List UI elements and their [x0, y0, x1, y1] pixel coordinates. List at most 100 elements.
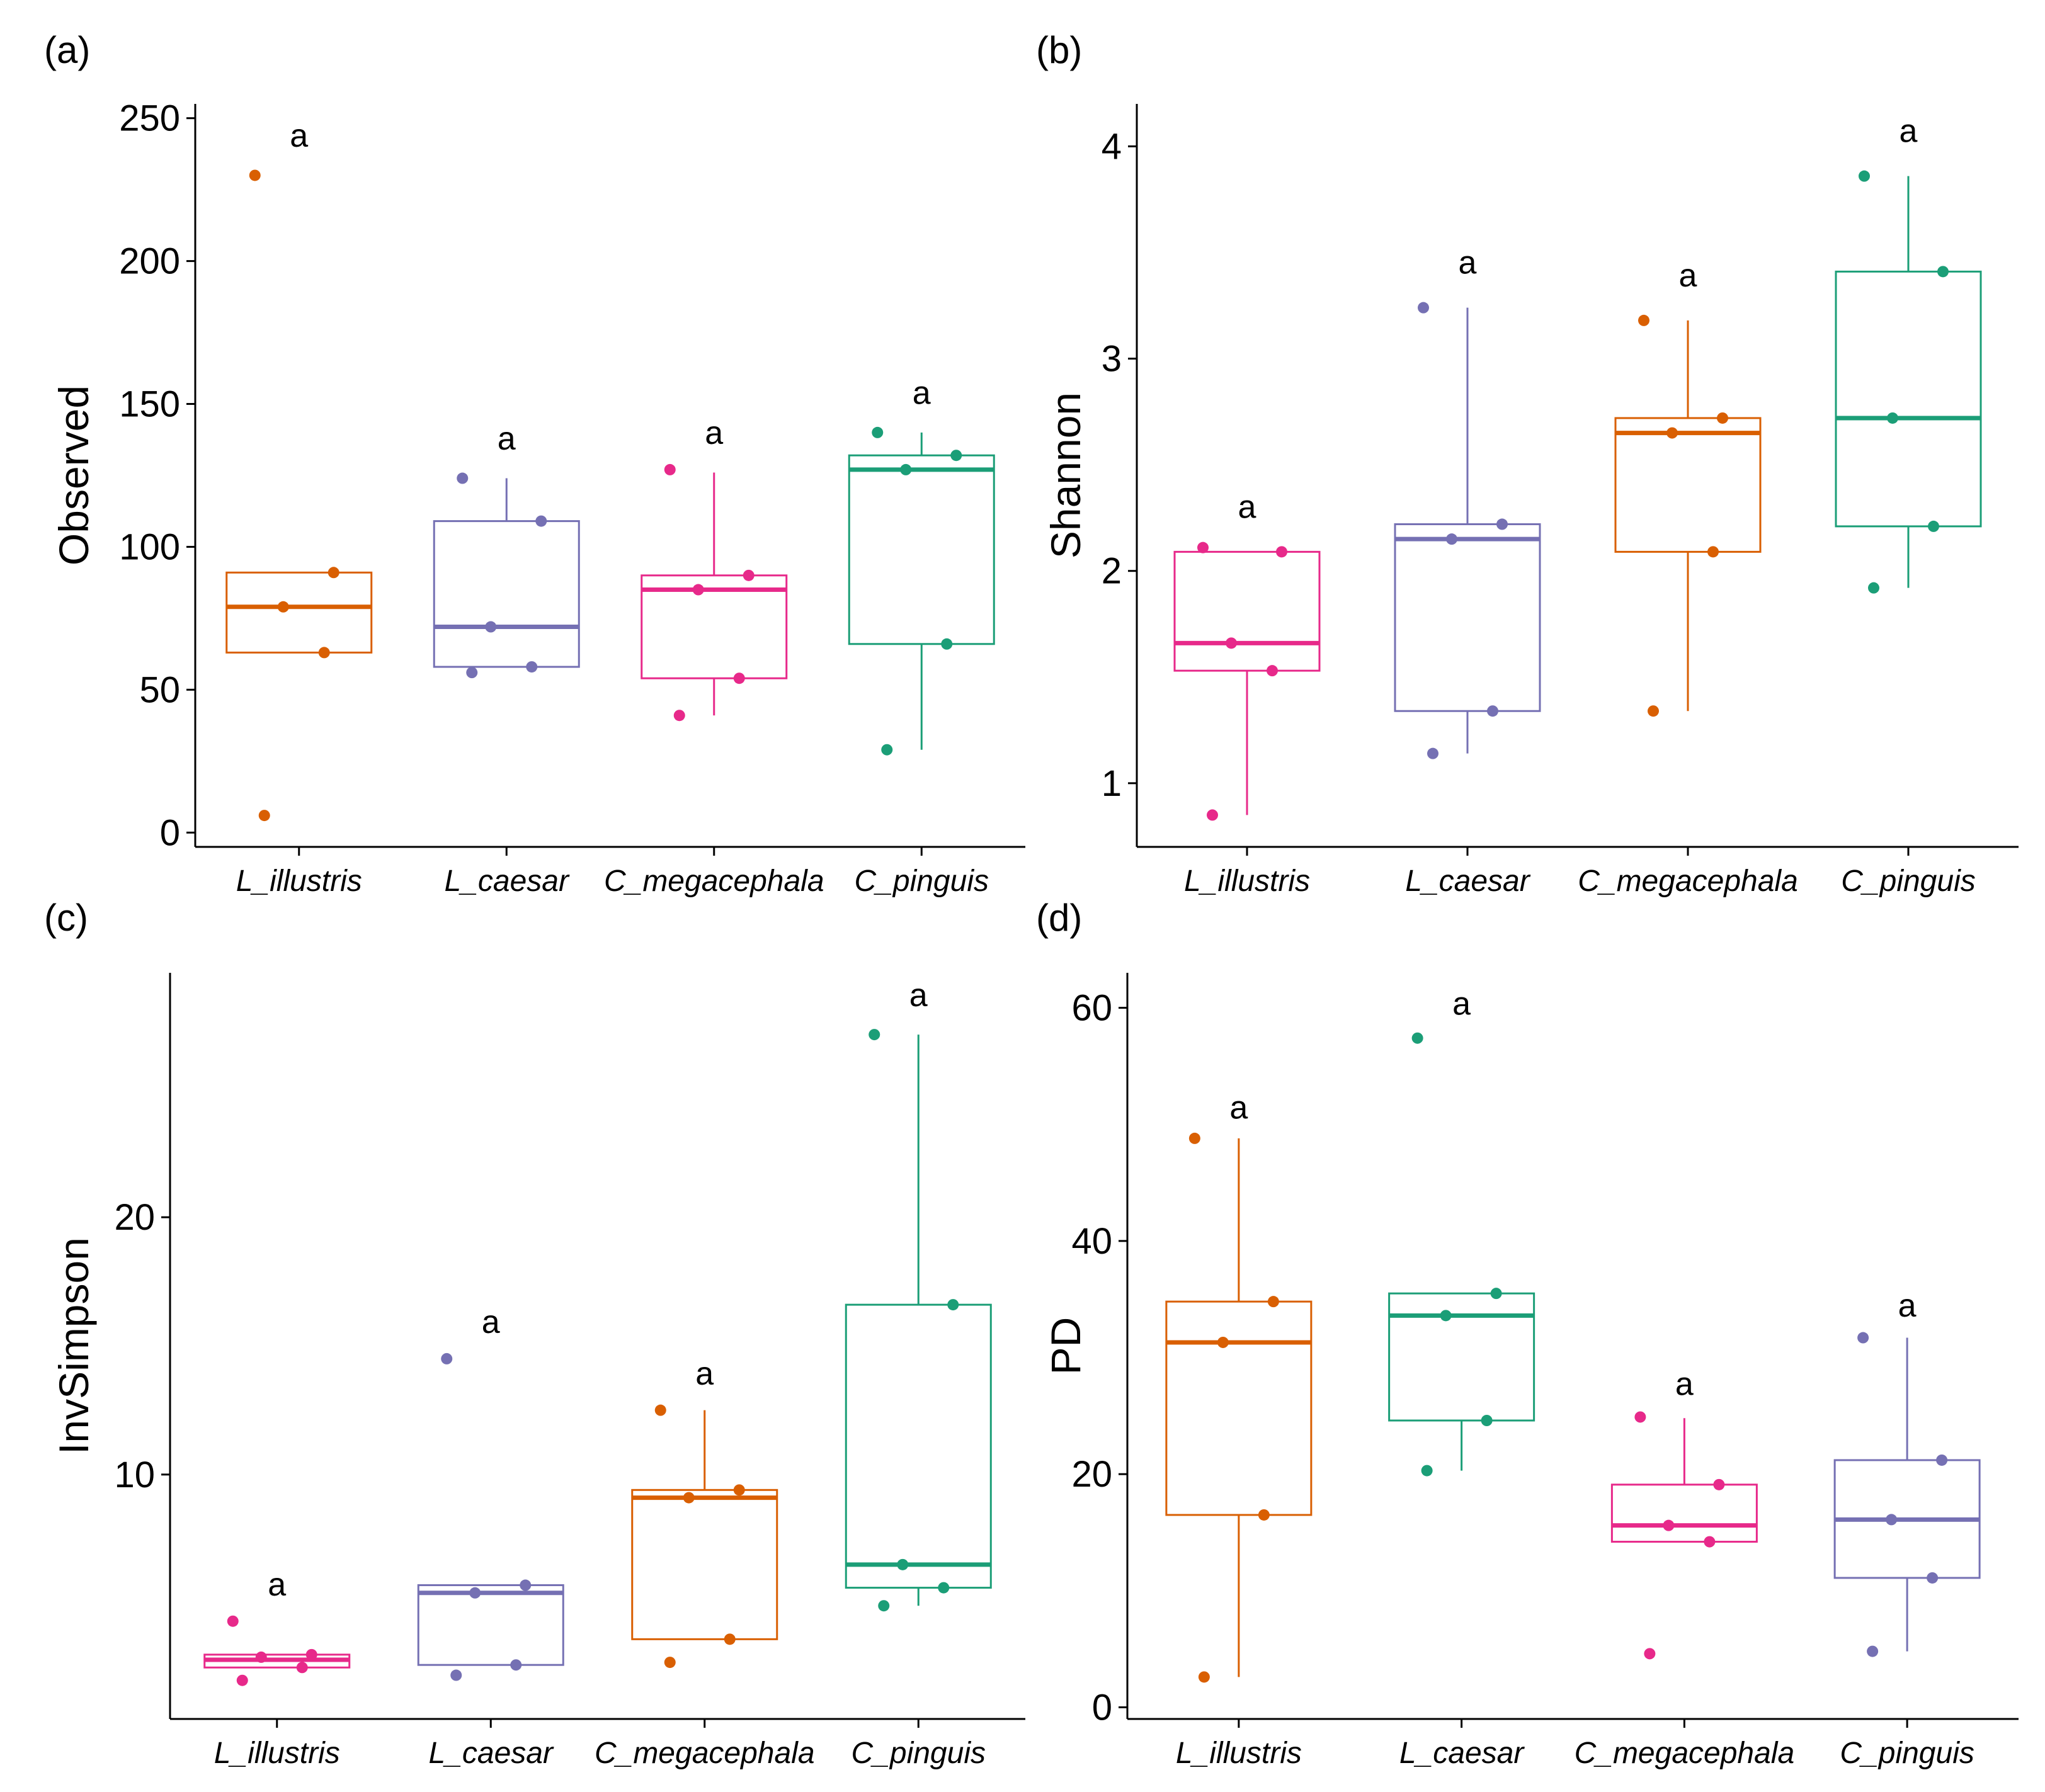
x-tick-label: L_illustris [1184, 865, 1310, 898]
significance-letter: a [695, 1356, 714, 1392]
x-tick-label: L_caesar [1399, 1737, 1525, 1770]
data-point [466, 667, 478, 679]
y-tick-label: 40 [1071, 1221, 1112, 1262]
iqr-box [1165, 1300, 1313, 1516]
box-group: a [1388, 986, 1535, 1477]
box-group: a [641, 415, 788, 722]
data-point [664, 463, 676, 475]
significance-letter: a [482, 1304, 500, 1341]
data-point [938, 1582, 950, 1594]
y-axis-title: Observed [50, 385, 97, 565]
significance-letter: a [268, 1567, 286, 1603]
panel-4: (d) 0 20 40 60 PD L_illustris L_caesar C_megacep… [1036, 897, 2019, 1770]
data-point [1226, 637, 1237, 649]
iqr-box [845, 1303, 992, 1589]
panel-label: (d) [1036, 897, 1082, 939]
data-point [1857, 1332, 1869, 1344]
data-point [1418, 302, 1429, 314]
y-tick-label: 50 [139, 669, 180, 710]
x-tick-label: C_pinguis [852, 1737, 986, 1770]
data-point [510, 1659, 522, 1671]
significance-letter: a [1229, 1089, 1248, 1126]
data-point [947, 1299, 959, 1311]
y-tick-label: 20 [1071, 1454, 1112, 1495]
data-point [743, 569, 755, 581]
box-group: a [631, 1356, 778, 1669]
x-tick-label: L_caesar [429, 1737, 554, 1770]
data-point [1421, 1465, 1433, 1477]
panel-3: (c) 10 20 InvSimpson L_illustris L_caesar C_me… [44, 897, 1025, 1770]
y-tick-label: 200 [119, 241, 180, 282]
iqr-box [225, 571, 373, 654]
data-point [1198, 1671, 1210, 1683]
y-tick-label: 150 [119, 384, 180, 425]
box-group: a [225, 118, 373, 822]
data-point [1666, 427, 1678, 439]
x-tick-label: L_illustris [1176, 1737, 1302, 1770]
data-point [1867, 1645, 1879, 1657]
panel-label: (c) [44, 897, 88, 939]
data-point [733, 672, 745, 684]
box-group: a [433, 421, 580, 679]
y-tick-label: 1 [1102, 763, 1122, 804]
significance-letter: a [1452, 986, 1471, 1023]
data-point [328, 567, 339, 579]
data-point [1638, 314, 1649, 326]
significance-letter: a [1679, 258, 1697, 294]
data-point [1207, 809, 1218, 821]
box-group: a [1394, 245, 1541, 759]
box-group: a [1833, 1288, 1981, 1657]
significance-letter: a [705, 415, 723, 451]
x-tick-label: L_caesar [445, 865, 570, 898]
data-point [1487, 705, 1498, 717]
data-point [1267, 665, 1278, 677]
x-tick-label: C_pinguis [855, 865, 989, 898]
y-tick-label: 100 [119, 526, 180, 567]
iqr-box [417, 1584, 564, 1666]
box-group: a [1165, 1089, 1313, 1683]
iqr-box [1610, 1483, 1758, 1543]
y-tick-label: 3 [1102, 339, 1122, 380]
data-point [1446, 533, 1457, 545]
data-point [1648, 705, 1659, 717]
box-group: a [417, 1304, 564, 1681]
y-axis-title: InvSimpson [50, 1237, 97, 1455]
data-point [457, 472, 469, 484]
box-group: a [1835, 113, 1982, 594]
data-point [950, 450, 962, 462]
data-point [1663, 1519, 1675, 1531]
data-point [673, 710, 685, 722]
data-point [318, 647, 330, 659]
iqr-box [1394, 523, 1541, 712]
data-point [872, 426, 884, 438]
data-point [1644, 1648, 1656, 1660]
box-group: a [1173, 489, 1321, 821]
data-point [1717, 412, 1728, 424]
data-point [1276, 546, 1287, 558]
x-tick-label: L_illustris [214, 1737, 340, 1770]
data-point [520, 1579, 532, 1591]
data-point [1481, 1415, 1493, 1426]
data-point [1859, 170, 1870, 182]
x-tick-label: C_megacephala [604, 865, 824, 898]
panel-label: (b) [1036, 29, 1082, 71]
data-point [450, 1669, 462, 1681]
y-axis-title: PD [1042, 1317, 1089, 1375]
data-point [1927, 1572, 1939, 1584]
data-point [1496, 518, 1508, 530]
x-tick-label: C_megacephala [1575, 1737, 1795, 1770]
panel-2: (b) 1 2 3 4 Shannon L_illustris L_caesar C_megac… [1036, 29, 2019, 898]
data-point [900, 463, 912, 475]
significance-letter: a [1675, 1366, 1694, 1402]
data-point [881, 744, 893, 756]
data-point [1427, 747, 1438, 759]
y-tick-label: 20 [114, 1197, 155, 1238]
y-tick-label: 0 [1092, 1687, 1112, 1728]
significance-letter: a [1900, 113, 1918, 150]
data-point [724, 1633, 736, 1645]
iqr-box [631, 1489, 778, 1640]
data-point [469, 1587, 481, 1599]
significance-letter: a [1898, 1288, 1917, 1324]
box-group: a [203, 1567, 351, 1686]
data-point [441, 1353, 453, 1364]
